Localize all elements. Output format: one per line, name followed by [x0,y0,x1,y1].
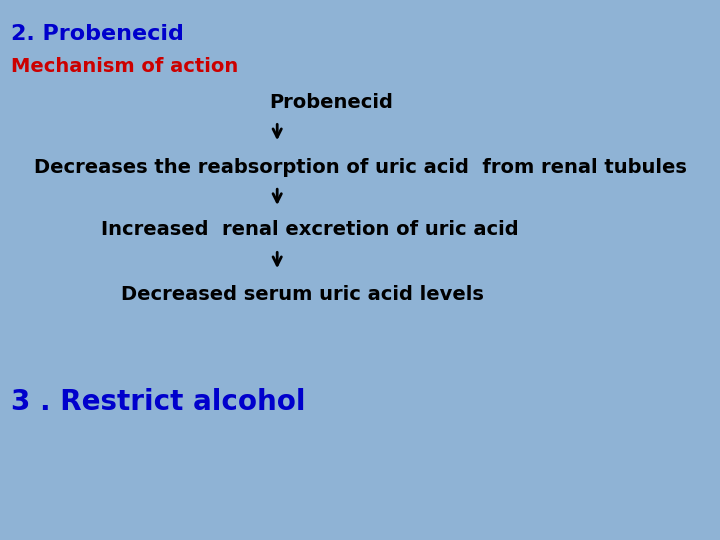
Text: 3 . Restrict alcohol: 3 . Restrict alcohol [11,388,305,416]
Text: Probenecid: Probenecid [269,93,393,112]
Text: Mechanism of action: Mechanism of action [11,57,238,76]
Text: Decreased serum uric acid levels: Decreased serum uric acid levels [121,285,484,304]
Text: Increased  renal excretion of uric acid: Increased renal excretion of uric acid [101,220,518,239]
Text: Decreases the reabsorption of uric acid  from renal tubules: Decreases the reabsorption of uric acid … [34,158,686,177]
Text: 2. Probenecid: 2. Probenecid [11,24,184,44]
